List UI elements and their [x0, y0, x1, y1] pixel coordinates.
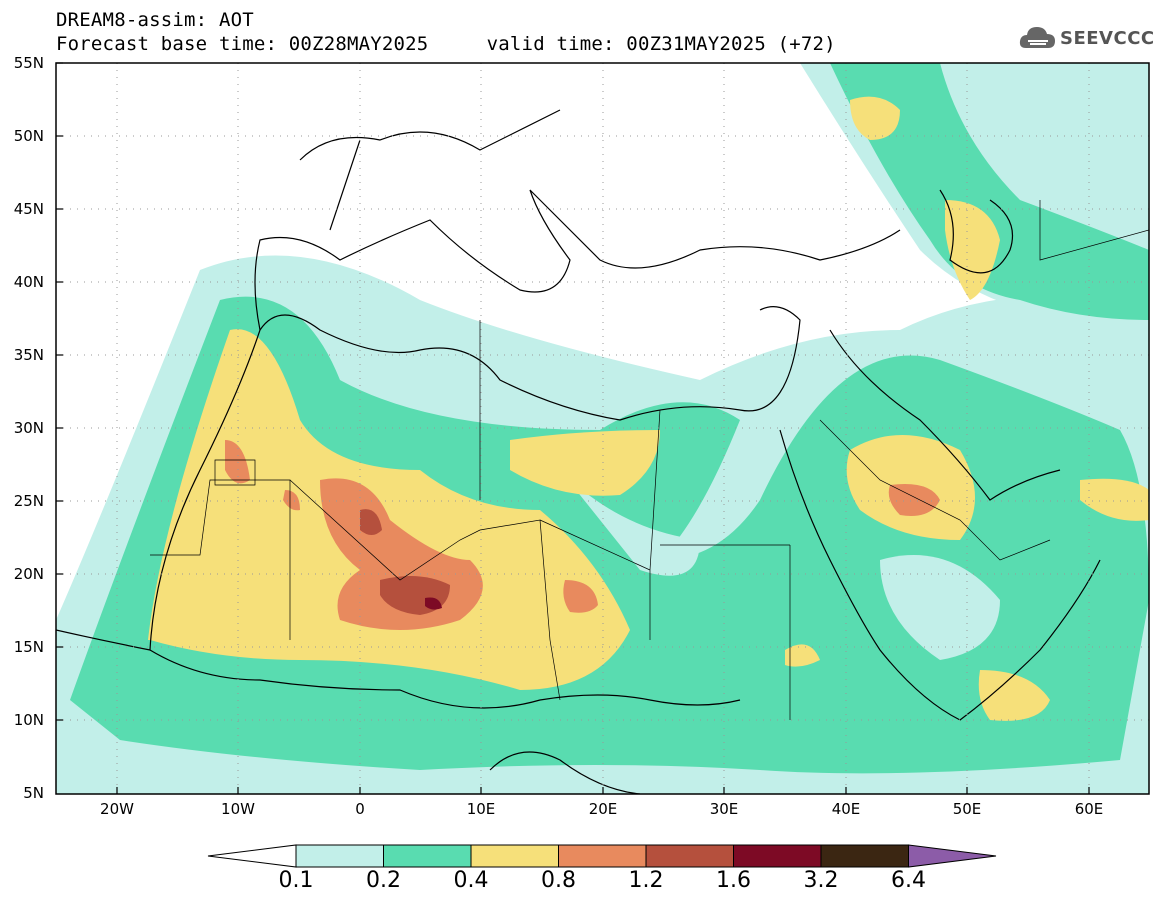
lon-label-30e: 30E: [709, 800, 739, 818]
colorbar-low-arrow: [207, 844, 297, 868]
lat-label-25n: 25N: [13, 492, 44, 510]
cloud-icon: [1019, 27, 1055, 48]
colorbar-label-0.2: 0.2: [366, 868, 401, 893]
colorbar-swatch-0.8: [558, 844, 647, 868]
lon-label-0: 0: [355, 800, 365, 818]
country-borders: [150, 200, 1149, 720]
lat-label-5n: 5N: [23, 784, 44, 802]
colorbar-label-1.6: 1.6: [716, 868, 751, 893]
colorbar-swatch-1.2: [645, 844, 734, 868]
colorbar-label-3.2: 3.2: [803, 868, 839, 893]
colorbar-swatch-0.2: [383, 844, 472, 868]
lon-label-20e: 20E: [588, 800, 618, 818]
gridlines: [56, 63, 1149, 794]
colorbar-swatch-0.1: [295, 844, 384, 868]
lat-label-10n: 10N: [13, 711, 44, 729]
colorbar-label-6.4: 6.4: [891, 868, 926, 893]
colorbar-swatch-1.6: [733, 844, 822, 868]
lat-label-40n: 40N: [13, 273, 44, 291]
forecast-time-line: Forecast base time: 00Z28MAY2025 valid t…: [56, 33, 836, 55]
aot-band-1.6: [425, 597, 442, 610]
logo-text: SEEVCCC: [1060, 28, 1155, 49]
aot-band-0.2-caspian: [830, 63, 1149, 320]
colorbar-swatch-3.2: [820, 844, 909, 868]
lat-label-15n: 15N: [13, 638, 44, 656]
colorbar-label-1.2: 1.2: [628, 868, 664, 893]
seevccc-logo: SEEVCCC: [1018, 22, 1158, 58]
map-title: DREAM8-assim: AOT: [56, 9, 254, 31]
lat-label-20n: 20N: [13, 565, 44, 583]
colorbar-swatch-0.4: [470, 844, 559, 868]
lon-label-50e: 50E: [952, 800, 982, 818]
lat-label-50n: 50N: [13, 127, 44, 145]
colorbar-label-0.8: 0.8: [541, 868, 576, 893]
lon-label-10e: 10E: [466, 800, 496, 818]
colorbar-label-0.4: 0.4: [453, 868, 489, 893]
lon-label-60e: 60E: [1074, 800, 1104, 818]
lon-label-40e: 40E: [831, 800, 861, 818]
lat-label-35n: 35N: [13, 346, 44, 364]
lat-label-30n: 30N: [13, 419, 44, 437]
axis-ticks: [56, 62, 1090, 794]
lon-label-20w: 20W: [100, 800, 134, 818]
colorbar-high-arrow: [908, 844, 997, 868]
colorbar: [207, 844, 997, 868]
lat-label-45n: 45N: [13, 200, 44, 218]
aot-band-0.4: [148, 329, 630, 690]
lon-label-10w: 10W: [221, 800, 255, 818]
coastlines: [56, 109, 1101, 794]
lat-label-55n: 55N: [13, 54, 44, 72]
colorbar-label-0.1: 0.1: [278, 868, 314, 893]
